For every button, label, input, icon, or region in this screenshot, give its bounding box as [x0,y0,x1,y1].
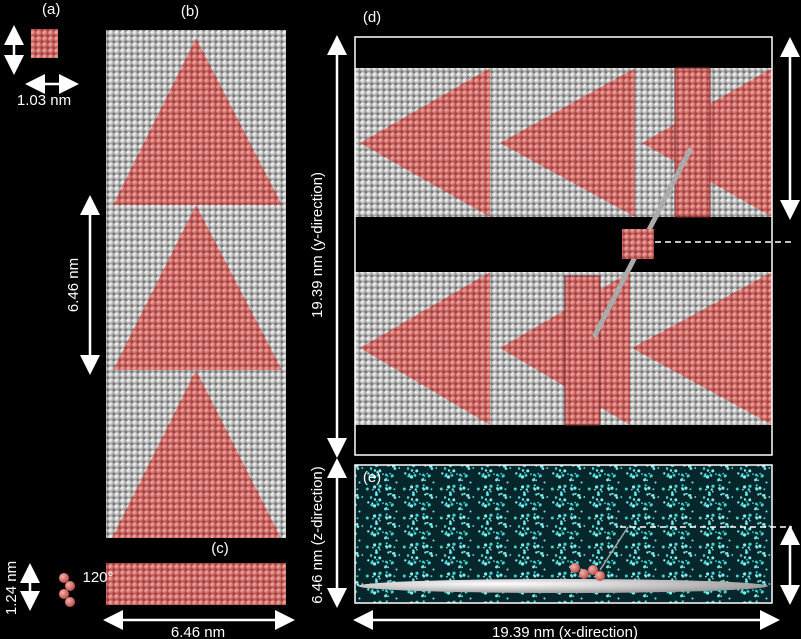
figure: (a) 1.03 nm (b) 6.46 nm (c) 120° 1.24 nm… [0,0,801,639]
unit-cell [622,229,654,259]
panel-label: (a) [42,1,60,18]
dimension-label: 19.39 nm (x-direction) [492,624,638,639]
panel-label: (b) [181,3,199,20]
strand [675,68,710,217]
cross-section [59,573,75,607]
surface-slab [358,579,768,593]
slab [106,563,286,605]
panel-label: (c) [211,540,229,557]
dimension-label: 6.46 nm (z-direction) [309,466,326,604]
dimension-label: 1.03 nm [17,92,71,109]
dimension-label: 6.46 nm [171,624,225,639]
panel-label: (d) [363,9,381,26]
angle-label: 120° [82,569,113,586]
page: {"panel_a": {"label": "(a)", "size": "1.… [0,0,801,639]
dimension-label: 1.24 nm [3,561,20,615]
unit-cell [31,29,58,58]
dimension-label: 6.46 nm [65,258,82,312]
strand [565,276,600,425]
dimension-label: 19.39 nm (y-direction) [309,172,326,318]
panel-label: (e) [363,469,381,486]
